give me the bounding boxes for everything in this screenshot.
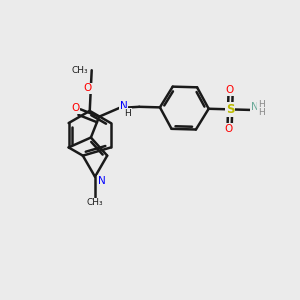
- Text: O: O: [225, 85, 233, 95]
- Text: H: H: [258, 100, 264, 109]
- Text: S: S: [226, 103, 234, 116]
- Text: N: N: [250, 102, 258, 112]
- Text: CH₃: CH₃: [71, 66, 88, 75]
- Text: O: O: [71, 103, 79, 113]
- Text: O: O: [224, 124, 232, 134]
- Text: N: N: [98, 176, 105, 186]
- Text: H: H: [124, 109, 131, 118]
- Text: CH₃: CH₃: [87, 198, 103, 207]
- Text: O: O: [84, 83, 92, 94]
- Text: H: H: [258, 108, 264, 117]
- Text: N: N: [120, 101, 127, 112]
